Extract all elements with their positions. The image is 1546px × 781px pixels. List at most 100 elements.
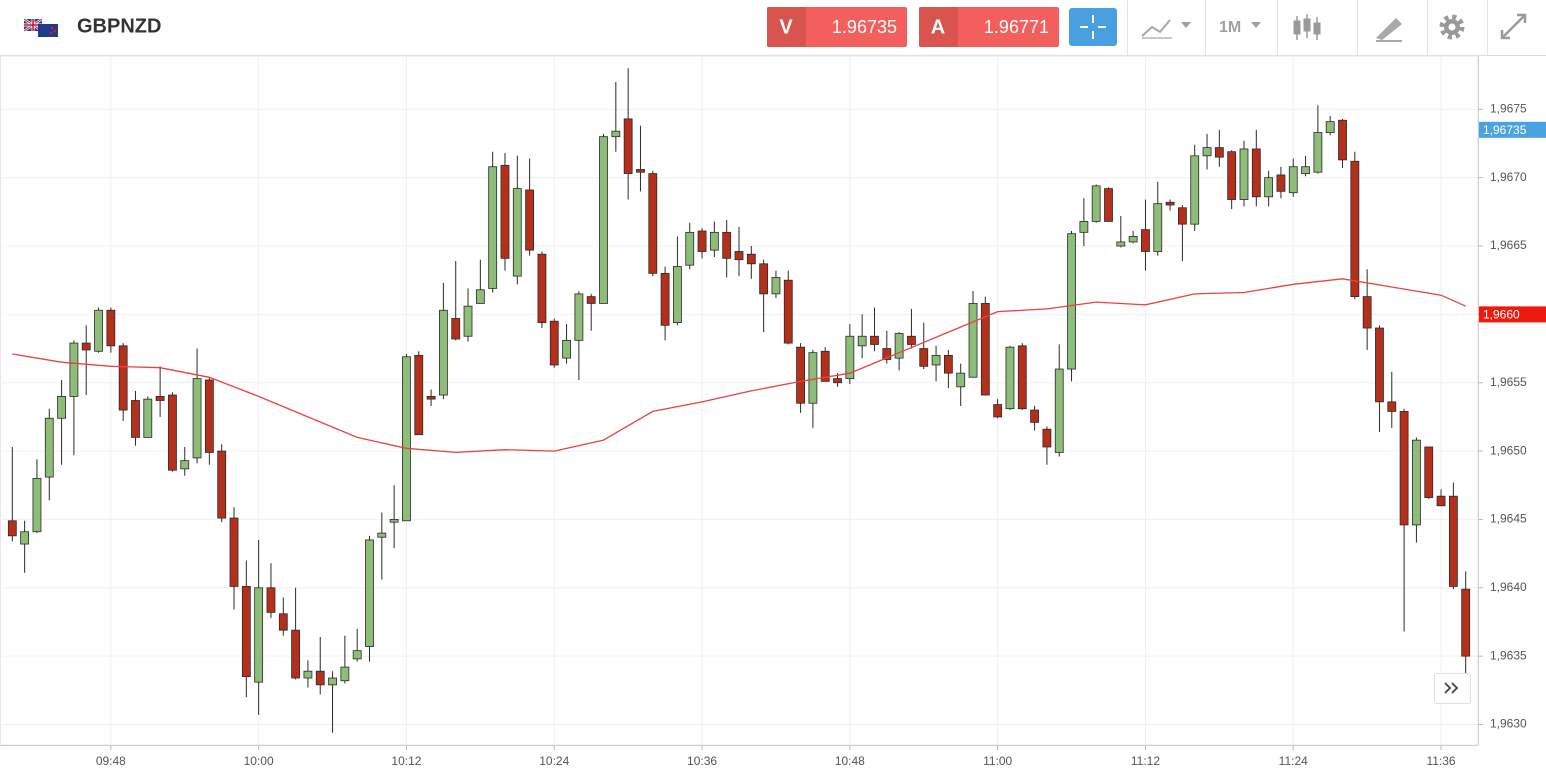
candle-body — [574, 293, 584, 341]
candle-body — [254, 587, 264, 683]
candle-body — [1375, 327, 1384, 403]
candle-body — [44, 417, 54, 478]
ma-marker — [1479, 306, 1546, 323]
buy-button[interactable]: A 1.96771 — [919, 7, 1059, 47]
candle-body — [845, 335, 855, 380]
y-tick-label: 1,9670 — [1490, 170, 1527, 184]
candle-body — [1165, 201, 1175, 206]
candle-body — [7, 520, 17, 537]
sell-button[interactable]: V 1.96735 — [767, 7, 907, 47]
x-tick-label: 10:12 — [391, 754, 421, 768]
x-tick-label: 09:48 — [96, 754, 126, 768]
candle-body — [1017, 345, 1027, 410]
candle-body — [956, 372, 966, 388]
candle-body — [1030, 409, 1039, 423]
y-tick-label: 1,9675 — [1490, 101, 1527, 115]
sell-label: V — [779, 16, 793, 38]
axes: 1,9630 1,9635 1,9640 1,9645 1,9650 1,9655 1,96… — [96, 101, 1546, 768]
candle-body — [1116, 241, 1126, 247]
price-marker — [1479, 121, 1546, 138]
candle-body — [722, 231, 732, 259]
candle-body — [118, 345, 128, 411]
indicator-button[interactable] — [1141, 19, 1191, 39]
candle-body — [1251, 148, 1261, 198]
x-tick-label: 11:00 — [983, 754, 1012, 768]
candle-body — [673, 266, 682, 323]
timeframe: 1M — [1219, 19, 1241, 36]
candle-body — [894, 333, 904, 359]
candle-body — [685, 231, 695, 266]
candle-body — [943, 354, 953, 374]
symbol: GBPNZD — [77, 15, 161, 37]
candle-body — [1412, 439, 1421, 526]
candle-body — [820, 350, 830, 382]
candle-body — [870, 335, 879, 345]
candle-body — [217, 450, 227, 519]
toolbar-separators — [1127, 0, 1488, 55]
candle-body — [771, 277, 781, 295]
candle-body — [1362, 296, 1372, 329]
candle-body — [636, 169, 645, 173]
candle-body — [907, 335, 916, 345]
candle-body — [709, 231, 719, 251]
x-tick-label: 10:48 — [835, 754, 865, 768]
candle-body — [1399, 411, 1409, 526]
candle-body — [611, 130, 621, 138]
candle-body — [303, 670, 313, 679]
candle-body — [1338, 119, 1347, 161]
candle-body — [1054, 368, 1064, 453]
candle-body — [1239, 148, 1249, 200]
candle-body — [1424, 446, 1434, 498]
candle-body — [549, 320, 559, 366]
y-tick-label: 1,9650 — [1490, 443, 1527, 457]
candle-body — [1141, 229, 1150, 252]
candle-body — [1436, 495, 1446, 507]
candle-body — [278, 613, 288, 631]
x-tick-label: 11:36 — [1426, 754, 1455, 768]
candle-body — [1301, 166, 1310, 174]
candle-body — [525, 189, 535, 251]
flag-icon — [23, 17, 58, 37]
drawing-tools-button[interactable] — [1376, 18, 1402, 42]
candle-body — [734, 251, 744, 261]
candle-body — [1104, 188, 1113, 222]
candle-body — [488, 166, 498, 289]
candle-body — [746, 253, 756, 265]
candle-body — [1190, 155, 1200, 225]
candle-body — [241, 586, 251, 678]
price-marker-label: 1,96735 — [1483, 123, 1527, 137]
candle-body — [537, 253, 547, 323]
candle-body — [180, 460, 190, 470]
candle-body — [414, 354, 424, 436]
buy-price: 1.96771 — [984, 17, 1049, 37]
candle-body — [451, 318, 461, 340]
candle-body — [389, 519, 399, 523]
candle-body — [192, 378, 202, 459]
candle-body — [759, 263, 769, 295]
candle-body — [426, 395, 436, 400]
candle-body — [796, 346, 805, 404]
ma-marker-label: 1,9660 — [1483, 308, 1520, 322]
candle-body — [32, 478, 42, 533]
timeframe-button[interactable]: 1M — [1219, 19, 1261, 36]
moving-average-line — [12, 278, 1466, 454]
x-tick-label: 11:12 — [1131, 754, 1160, 768]
candle-body — [81, 342, 91, 351]
candle-body — [783, 279, 793, 344]
candle-body — [143, 398, 153, 438]
candle-body — [623, 118, 633, 174]
y-tick-label: 1,9635 — [1490, 648, 1527, 662]
candle-body — [931, 354, 941, 366]
x-tick-label: 10:36 — [687, 754, 717, 768]
settings-button[interactable] — [1439, 14, 1465, 40]
candle-body — [1264, 177, 1274, 198]
candle-body — [599, 136, 608, 304]
fullscreen-button[interactable] — [1500, 13, 1527, 40]
candle-body — [1005, 346, 1015, 410]
candle-body — [1448, 495, 1458, 587]
candle-body — [94, 309, 103, 352]
chart-type-button[interactable] — [1293, 14, 1321, 40]
crosshair-button[interactable] — [1069, 8, 1117, 46]
scroll-to-end-button[interactable] — [1434, 673, 1471, 704]
candle-body — [1313, 132, 1323, 173]
